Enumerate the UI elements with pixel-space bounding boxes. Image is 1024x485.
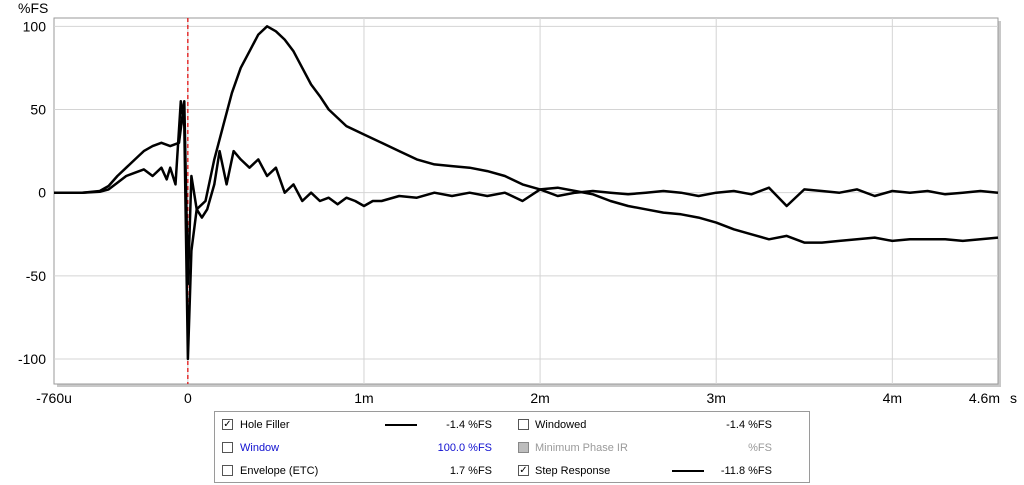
legend-item-minimum-phase-ir: Minimum Phase IR %FS bbox=[518, 439, 788, 457]
legend-value: 100.0 %FS bbox=[437, 442, 492, 454]
envelope-checkbox[interactable] bbox=[222, 465, 233, 476]
legend-label: Windowed bbox=[535, 419, 587, 431]
legend-item-envelope-etc[interactable]: Envelope (ETC) 1.7 %FS bbox=[222, 462, 492, 480]
legend-value: -1.4 %FS bbox=[446, 419, 492, 431]
legend-label: Window bbox=[240, 442, 280, 454]
legend-label: Step Response bbox=[535, 465, 611, 477]
x-tick-label: -760u bbox=[36, 390, 72, 406]
check-icon: ✓ bbox=[519, 465, 528, 476]
y-tick-label: 100 bbox=[23, 18, 47, 34]
y-tick-label: 50 bbox=[30, 102, 46, 118]
y-tick-label: 0 bbox=[38, 185, 46, 201]
legend-label: Envelope (ETC) bbox=[240, 465, 319, 477]
step-response-line-swatch bbox=[672, 470, 704, 472]
y-axis-label: %FS bbox=[18, 0, 48, 16]
x-tick-label: 4m bbox=[883, 390, 902, 406]
plot-area[interactable] bbox=[53, 17, 999, 385]
legend-value: -1.4 %FS bbox=[726, 419, 772, 431]
step-response-checkbox[interactable]: ✓ bbox=[518, 465, 529, 476]
minimum-phase-ir-checkbox bbox=[518, 442, 529, 453]
legend-item-hole-filler[interactable]: ✓ Hole Filler -1.4 %FS bbox=[222, 416, 492, 434]
x-tick-label: 3m bbox=[706, 390, 725, 406]
legend-value: -11.8 %FS bbox=[720, 465, 772, 477]
series-layer bbox=[54, 25, 999, 361]
impulse-chart: 100 50 0 -50 -100 -760u 0 1m 2m 3m 4m 4.6m %FS s bbox=[18, 0, 1017, 406]
hole-filler-checkbox[interactable]: ✓ bbox=[222, 419, 233, 430]
legend-panel: ✓ Hole Filler -1.4 %FS Windowed -1.4 %FS… bbox=[214, 411, 810, 483]
hole-filler-line-swatch bbox=[385, 424, 417, 426]
windowed-checkbox[interactable] bbox=[518, 419, 529, 430]
x-axis-unit: s bbox=[1010, 390, 1017, 406]
legend-item-window[interactable]: Window 100.0 %FS bbox=[222, 439, 492, 457]
y-tick-label: -50 bbox=[26, 268, 46, 284]
legend-item-windowed[interactable]: Windowed -1.4 %FS bbox=[518, 416, 788, 434]
legend-label: Hole Filler bbox=[240, 419, 290, 431]
x-tick-label: 4.6m bbox=[969, 390, 1000, 406]
step-response-series-line bbox=[54, 25, 999, 286]
y-tick-labels: 100 50 0 -50 -100 bbox=[18, 18, 46, 367]
legend-item-step-response[interactable]: ✓ Step Response -11.8 %FS bbox=[518, 462, 788, 480]
x-tick-label: 2m bbox=[530, 390, 549, 406]
legend-label: Minimum Phase IR bbox=[535, 442, 628, 454]
y-tick-label: -100 bbox=[18, 351, 46, 367]
x-tick-label: 1m bbox=[354, 390, 373, 406]
x-tick-label: 0 bbox=[184, 390, 192, 406]
legend-value: 1.7 %FS bbox=[449, 465, 492, 477]
x-tick-labels: -760u 0 1m 2m 3m 4m 4.6m bbox=[36, 390, 1000, 406]
window-checkbox[interactable] bbox=[222, 442, 233, 453]
legend-value: %FS bbox=[748, 442, 772, 454]
check-icon: ✓ bbox=[223, 419, 232, 430]
